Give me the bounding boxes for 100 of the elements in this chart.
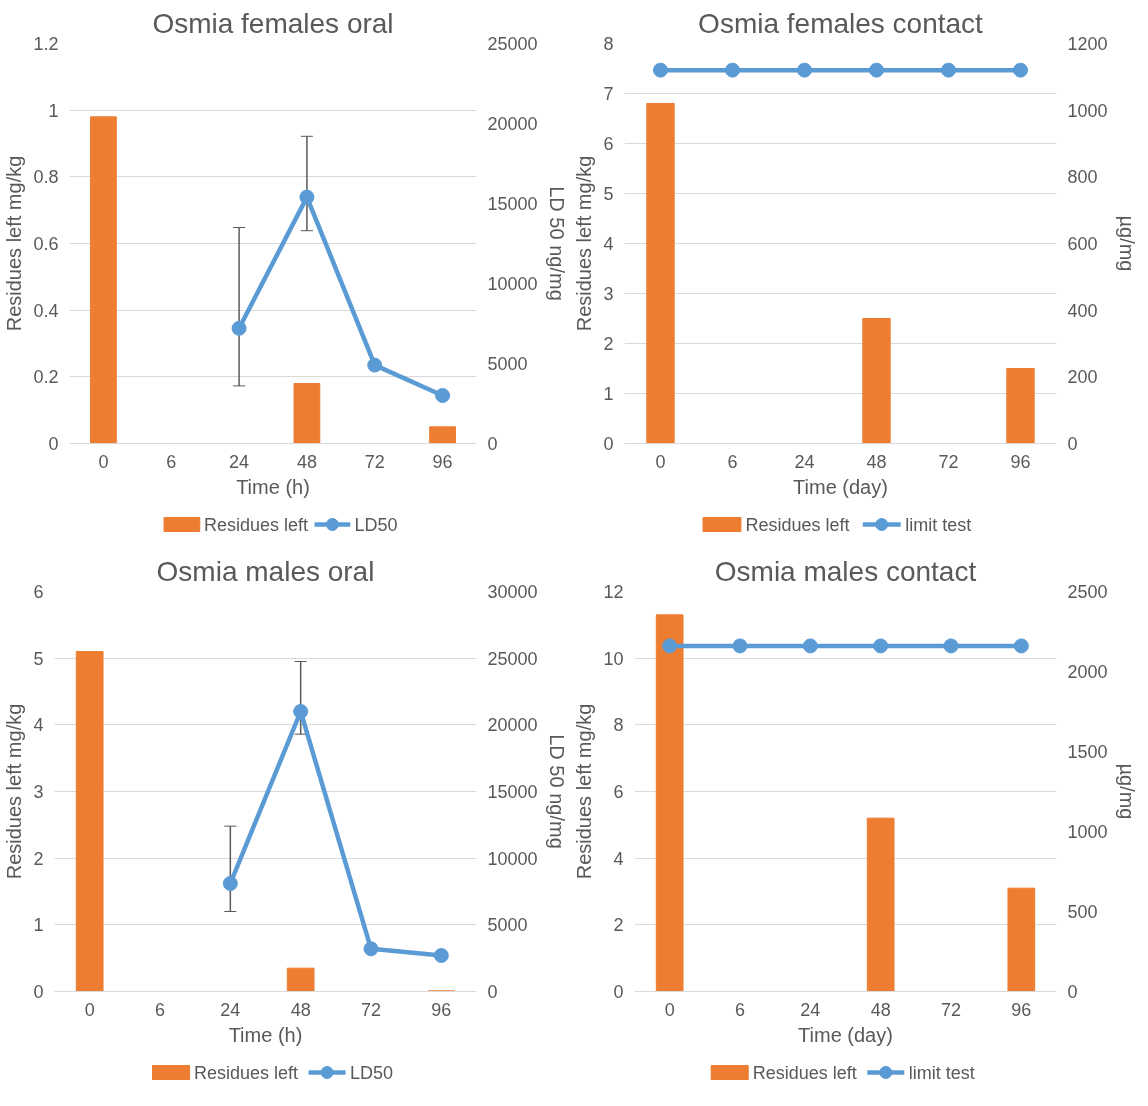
x-tick-label: 0 [655,451,666,472]
x-tick-label: 24 [220,999,241,1020]
y-tick-label: 6 [613,782,624,802]
y2-axis-title: µg/mg [1115,215,1138,272]
y2-tick-label: 20000 [487,114,538,134]
y-tick-label: 1 [33,915,44,936]
x-tick-label: 72 [938,451,959,472]
y-tick-label: 0 [33,982,44,1002]
x-tick-label: 96 [432,451,453,472]
y2-tick-label: 800 [1067,167,1098,188]
y-tick-label: 0.4 [33,300,59,321]
y2-tick-label: 30000 [487,582,538,602]
y-tick-label: 0.6 [33,234,59,254]
y2-tick-label: 2000 [1067,662,1108,682]
y-axis-title: Residues left mg/kg [573,703,596,880]
legend-label: Residues left [204,514,309,535]
legend-label: limit test [908,1062,975,1083]
y-axis-title: Residues left mg/kg [3,703,26,880]
y2-tick-label: 10000 [487,274,538,294]
x-tick-label: 48 [296,451,317,472]
x-tick-label: 6 [727,451,738,472]
y2-tick-label: 20000 [487,715,538,736]
y-tick-label: 2 [603,334,614,354]
x-axis-title: Time (day) [798,1023,893,1046]
y2-tick-label: 15000 [487,194,538,214]
y2-tick-label: 600 [1067,234,1098,254]
y-tick-label: 0.2 [33,367,59,388]
y-tick-label: 1 [603,384,614,404]
x-axis-title: Time (h) [236,475,310,498]
x-tick-label: 48 [290,999,311,1020]
y-tick-label: 0 [613,982,624,1002]
chart-title: Osmia females contact [698,7,984,39]
y2-tick-label: 500 [1067,902,1098,922]
y-tick-label: 5 [603,184,614,204]
y2-axis-title: LD 50 ng/mg [545,186,568,301]
legend-label: LD50 [350,1062,394,1083]
x-axis-title: Time (h) [228,1023,303,1046]
x-tick-label: 0 [664,999,675,1020]
y-tick-label: 6 [603,134,614,154]
x-tick-label: 6 [154,999,166,1020]
y-tick-label: 2 [613,915,624,936]
x-tick-label: 0 [98,451,109,472]
x-tick-label: 48 [866,451,887,472]
x-tick-label: 72 [364,451,385,472]
x-tick-label: 48 [870,999,891,1020]
y2-tick-label: 1500 [1067,742,1108,762]
y2-tick-label: 1200 [1067,34,1108,54]
y2-tick-label: 0 [1067,434,1078,454]
y-axis-title: Residues left mg/kg [573,155,596,332]
legend-label: LD50 [354,514,398,535]
y2-tick-label: 25000 [487,34,538,54]
y-tick-label: 4 [603,234,614,254]
y-tick-label: 6 [33,582,44,602]
y2-tick-label: 0 [1067,982,1078,1002]
y-tick-label: 2 [33,848,44,869]
y-tick-label: 1 [48,100,59,121]
legend-label: Residues left [752,1062,857,1083]
legend-label: limit test [905,514,972,535]
y2-tick-label: 1000 [1067,822,1108,842]
x-tick-label: 6 [166,451,177,472]
y-tick-label: 0.8 [33,167,59,188]
y2-tick-label: 1000 [1067,100,1108,121]
y-tick-label: 12 [603,582,624,602]
y-tick-label: 5 [33,648,44,669]
y-axis-title: Residues left mg/kg [3,155,26,332]
x-axis-title: Time (day) [793,475,888,498]
y-tick-label: 4 [33,715,44,736]
legend-label: Residues left [193,1062,299,1083]
y-tick-label: 8 [613,715,624,736]
y2-axis-title: µg/mg [1115,763,1138,820]
x-tick-label: 72 [940,999,962,1020]
y-tick-label: 0 [48,434,59,454]
y2-tick-label: 0 [487,982,498,1002]
y2-tick-label: 0 [487,434,498,454]
x-tick-label: 24 [229,451,250,472]
x-tick-label: 6 [734,999,746,1020]
y2-axis-title: LD 50 ng/mg [545,734,568,849]
y2-tick-label: 400 [1067,300,1098,321]
x-tick-label: 24 [800,999,821,1020]
y-tick-label: 3 [33,782,44,802]
chart-title: Osmia males oral [156,555,375,587]
y-tick-label: 3 [603,284,614,304]
y-tick-label: 4 [613,848,624,869]
y-tick-label: 1.2 [33,34,59,54]
x-tick-label: 96 [1010,451,1031,472]
y-tick-label: 8 [603,34,614,54]
y2-tick-label: 200 [1067,367,1098,388]
y2-tick-label: 10000 [487,848,538,869]
chart-title: Osmia females oral [152,7,394,39]
y2-tick-label: 25000 [487,648,538,669]
y2-tick-label: 2500 [1067,582,1108,602]
chart-title: Osmia males contact [714,555,977,587]
x-tick-label: 96 [431,999,452,1020]
x-tick-label: 72 [360,999,382,1020]
y2-tick-label: 5000 [487,354,528,374]
y2-tick-label: 15000 [487,782,538,802]
y-tick-label: 10 [603,648,624,669]
x-tick-label: 24 [794,451,815,472]
x-tick-label: 96 [1011,999,1032,1020]
x-tick-label: 0 [84,999,95,1020]
